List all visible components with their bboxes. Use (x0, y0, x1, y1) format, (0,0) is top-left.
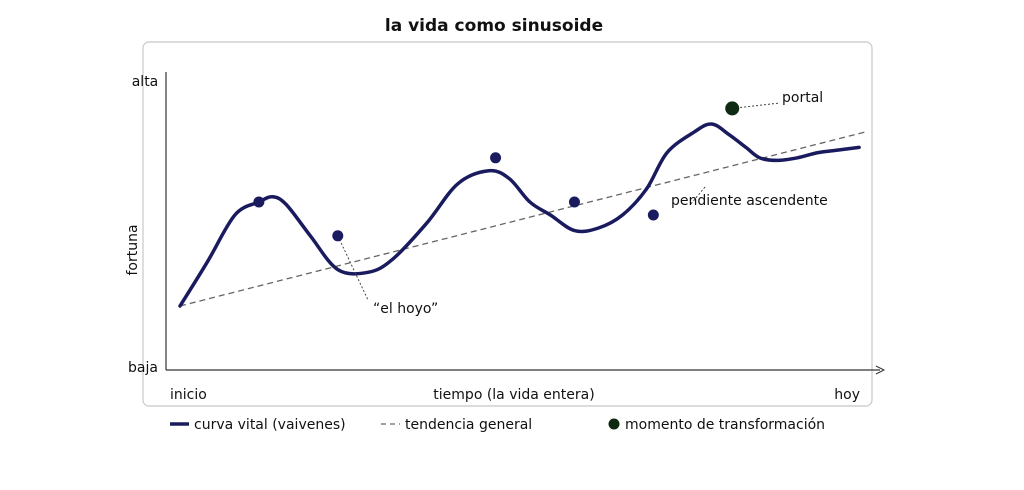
x-axis-arrow (875, 365, 886, 375)
y-tick-label-low: baja (128, 360, 158, 376)
legend-label-point: momento de transformación (625, 417, 825, 433)
transformation-point (490, 152, 502, 164)
transformation-point (647, 209, 659, 221)
curve-line (178, 122, 861, 308)
transformation-point-portal (725, 101, 740, 116)
x-axis-label: tiempo (la vida entera) (433, 387, 594, 403)
points-layer (253, 101, 740, 242)
annotation-leaders (337, 102, 781, 301)
y-tick-label-high: alta (132, 74, 159, 90)
x-tick-label-start: inicio (170, 387, 207, 403)
leader-portal (732, 102, 781, 109)
annotation-pendiente-ascendente: pendiente ascendente (671, 193, 828, 209)
transformation-point (332, 230, 344, 242)
legend-label-trend: tendencia general (405, 417, 532, 433)
annotation-el-hoyo: “el hoyo” (373, 301, 438, 317)
legend: curva vital (vaivenes) tendencia general… (170, 417, 825, 433)
legend-swatch-point (608, 418, 620, 430)
trend-layer (179, 131, 867, 307)
plot-frame (142, 41, 873, 407)
x-tick-label-end: hoy (834, 387, 860, 403)
transformation-point (253, 196, 265, 208)
trend-line (179, 131, 867, 307)
transformation-point (568, 196, 580, 208)
chart-title: la vida como sinusoide (385, 16, 603, 36)
curve-layer (178, 122, 861, 308)
legend-label-curve: curva vital (vaivenes) (194, 417, 346, 433)
annotation-portal: portal (782, 90, 823, 106)
y-axis-label: fortuna (125, 224, 141, 275)
